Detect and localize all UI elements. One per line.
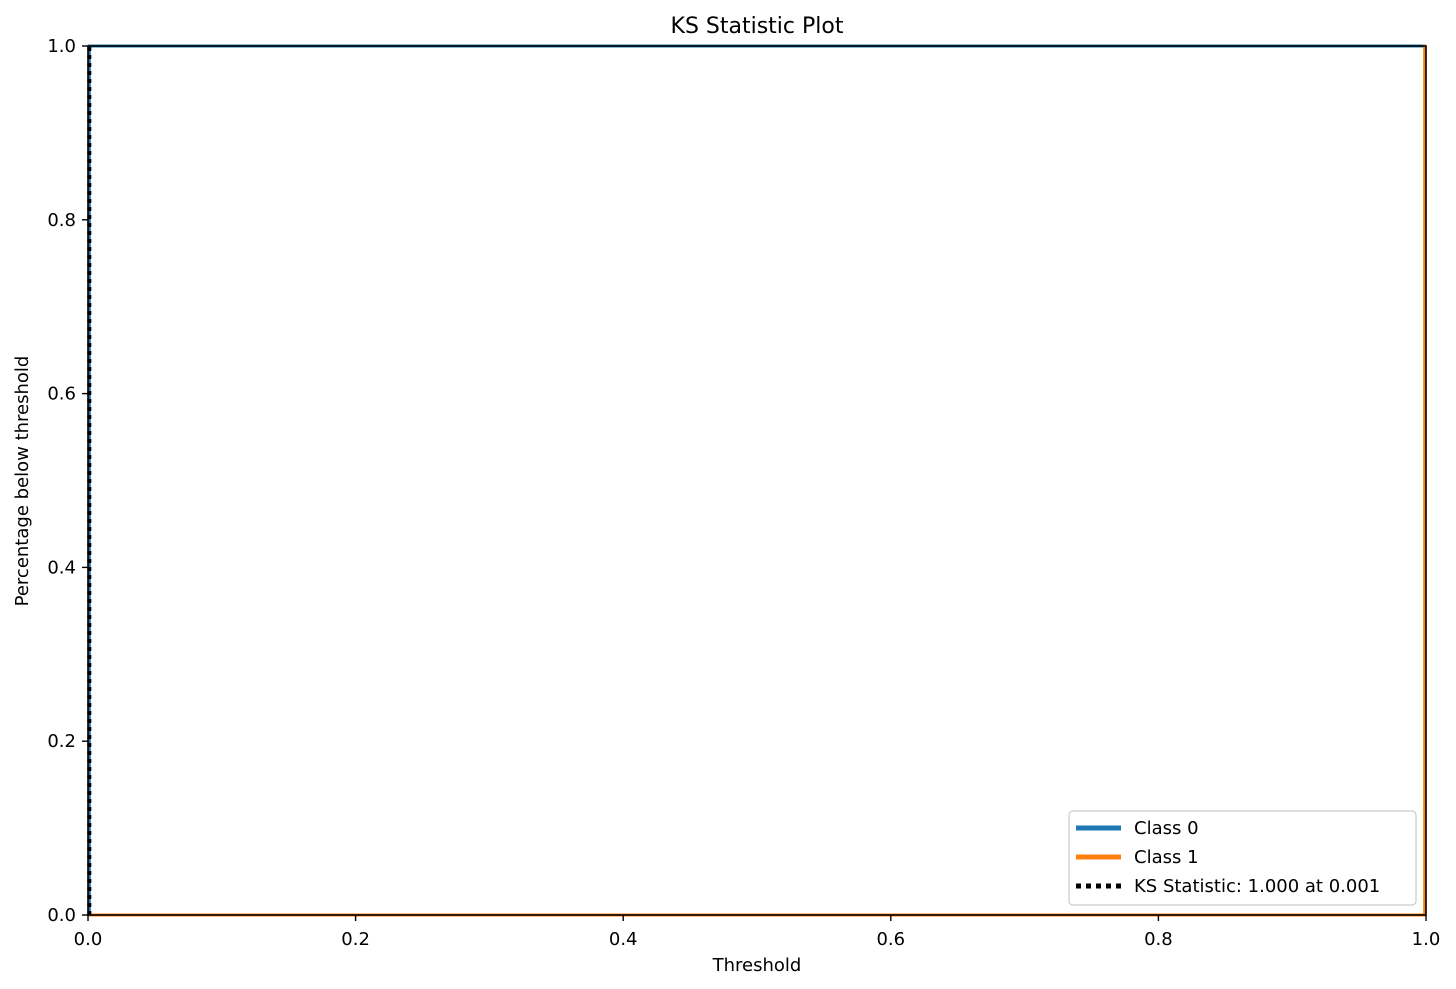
y-tick-label: 0.8 bbox=[47, 210, 76, 231]
y-tick-label: 0.6 bbox=[47, 384, 76, 405]
series-line-class-1 bbox=[88, 44, 1427, 917]
x-tick-label: 0.4 bbox=[609, 929, 638, 950]
y-tick-label: 0.4 bbox=[47, 557, 76, 578]
legend-label-class-0: Class 0 bbox=[1134, 818, 1199, 839]
legend-frame bbox=[1068, 810, 1417, 906]
x-axis-label: Threshold bbox=[712, 955, 802, 976]
x-tick-label: 0.6 bbox=[876, 929, 905, 950]
series-line-class-0 bbox=[87, 44, 1426, 917]
x-tick-label: 0.2 bbox=[341, 929, 370, 950]
x-tick-label: 1.0 bbox=[1412, 929, 1441, 950]
legend-label-class-1: Class 1 bbox=[1134, 847, 1199, 868]
y-tick-label: 0.2 bbox=[47, 731, 76, 752]
y-tick-label: 1.0 bbox=[47, 36, 76, 57]
plot-area bbox=[87, 44, 1427, 917]
y-axis-label: Percentage below threshold bbox=[12, 356, 33, 607]
y-tick-label: 0.0 bbox=[47, 905, 76, 926]
x-tick-label: 0.8 bbox=[1144, 929, 1173, 950]
chart-title: KS Statistic Plot bbox=[671, 14, 844, 39]
axes-frame bbox=[87, 45, 1427, 916]
x-tick-label: 0.0 bbox=[74, 929, 103, 950]
legend: Class 0 Class 1 KS Statistic: 1.000 at 0… bbox=[1068, 810, 1417, 906]
y-axis: 0.0 0.2 0.4 0.6 0.8 1.0 bbox=[47, 36, 88, 926]
legend-label-ks-statistic: KS Statistic: 1.000 at 0.001 bbox=[1134, 876, 1380, 897]
x-axis: 0.0 0.2 0.4 0.6 0.8 1.0 bbox=[74, 915, 1441, 950]
